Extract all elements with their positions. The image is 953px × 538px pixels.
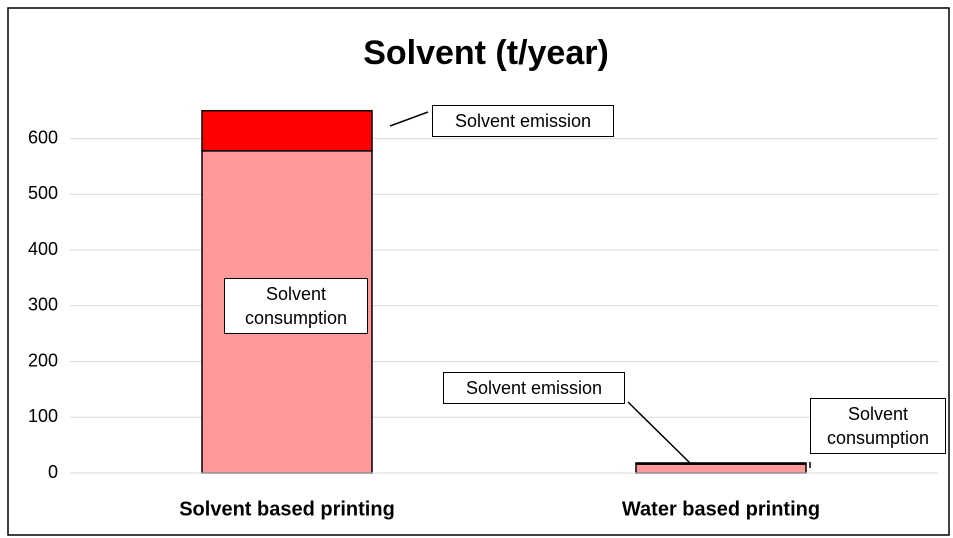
chart-frame: [7, 7, 950, 536]
y-tick-label: 100: [28, 406, 58, 426]
y-tick-label: 600: [28, 127, 58, 147]
data-label: Solvent emission: [432, 105, 614, 137]
x-tick-label: Solvent based printing: [179, 498, 395, 520]
y-tick-label: 200: [28, 350, 58, 370]
bar-segment: [201, 109, 373, 152]
label-leader: [627, 401, 691, 464]
y-tick-label: 400: [28, 239, 58, 259]
bar-segment: [635, 463, 807, 474]
y-tick-label: 300: [28, 295, 58, 315]
chart-title: Solvent (t/year): [363, 34, 609, 72]
bar-segment: [635, 462, 807, 465]
data-label: Solvent emission: [443, 372, 625, 404]
y-tick-label: 0: [48, 462, 58, 482]
data-label: Solvent consumption: [810, 398, 946, 454]
y-tick-label: 500: [28, 183, 58, 203]
label-leader: [389, 111, 429, 127]
data-label: Solvent consumption: [224, 278, 368, 334]
x-tick-label: Water based printing: [622, 498, 820, 520]
